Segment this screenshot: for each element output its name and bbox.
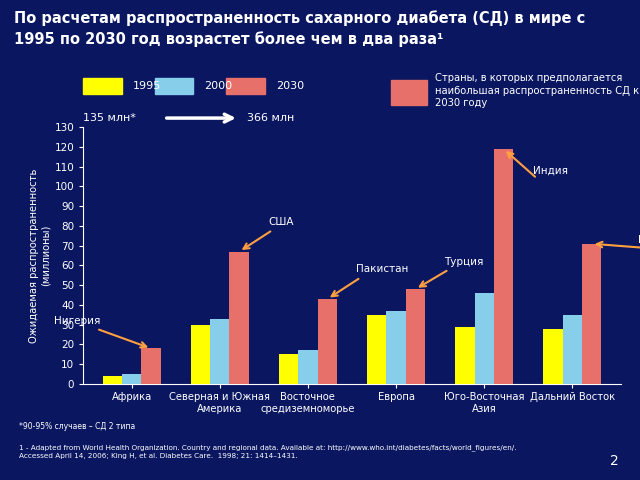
Text: 1 - Adapted from World Health Organization. Country and regional data. Available: 1 - Adapted from World Health Organizati… bbox=[19, 444, 516, 459]
Bar bbox=[387, 311, 406, 384]
Bar bbox=[543, 329, 563, 384]
Text: 2000: 2000 bbox=[204, 81, 232, 91]
Bar bbox=[141, 348, 161, 384]
Bar bbox=[191, 325, 210, 384]
Bar bbox=[83, 78, 122, 94]
Bar bbox=[582, 244, 602, 384]
Y-axis label: Ожидаемая распространенность
(миллионы): Ожидаемая распространенность (миллионы) bbox=[29, 168, 51, 343]
Text: 135 млн*: 135 млн* bbox=[83, 113, 136, 123]
Text: США: США bbox=[268, 217, 294, 227]
Bar bbox=[455, 327, 474, 384]
Bar bbox=[406, 289, 425, 384]
Text: 366 млн: 366 млн bbox=[248, 113, 294, 123]
Bar bbox=[102, 376, 122, 384]
Bar bbox=[279, 354, 298, 384]
Bar bbox=[155, 78, 193, 94]
Text: Пакистан: Пакистан bbox=[356, 264, 409, 275]
Bar bbox=[474, 293, 494, 384]
Bar bbox=[298, 350, 317, 384]
Bar bbox=[227, 78, 265, 94]
Bar bbox=[210, 319, 230, 384]
Text: Индия: Индия bbox=[532, 166, 568, 176]
Text: 1995: 1995 bbox=[132, 81, 161, 91]
Bar bbox=[317, 299, 337, 384]
Text: Страны, в которых предполагается
наибольшая распространенность СД к
2030 году: Страны, в которых предполагается наиболь… bbox=[435, 73, 639, 108]
Text: 2: 2 bbox=[610, 454, 619, 468]
Text: 2030: 2030 bbox=[276, 81, 304, 91]
Text: *90-95% случаев – СД 2 типа: *90-95% случаев – СД 2 типа bbox=[19, 422, 136, 432]
Text: Турция: Турция bbox=[445, 256, 484, 266]
Bar bbox=[563, 315, 582, 384]
Bar bbox=[392, 80, 428, 105]
Bar bbox=[122, 374, 141, 384]
Text: По расчетам распространенность сахарного диабета (СД) в мире с
1995 по 2030 год : По расчетам распространенность сахарного… bbox=[14, 11, 586, 47]
Text: Нигерия: Нигерия bbox=[54, 316, 101, 326]
Bar bbox=[230, 252, 249, 384]
Bar bbox=[494, 149, 513, 384]
Bar bbox=[367, 315, 387, 384]
Text: Китай: Китай bbox=[639, 235, 640, 245]
